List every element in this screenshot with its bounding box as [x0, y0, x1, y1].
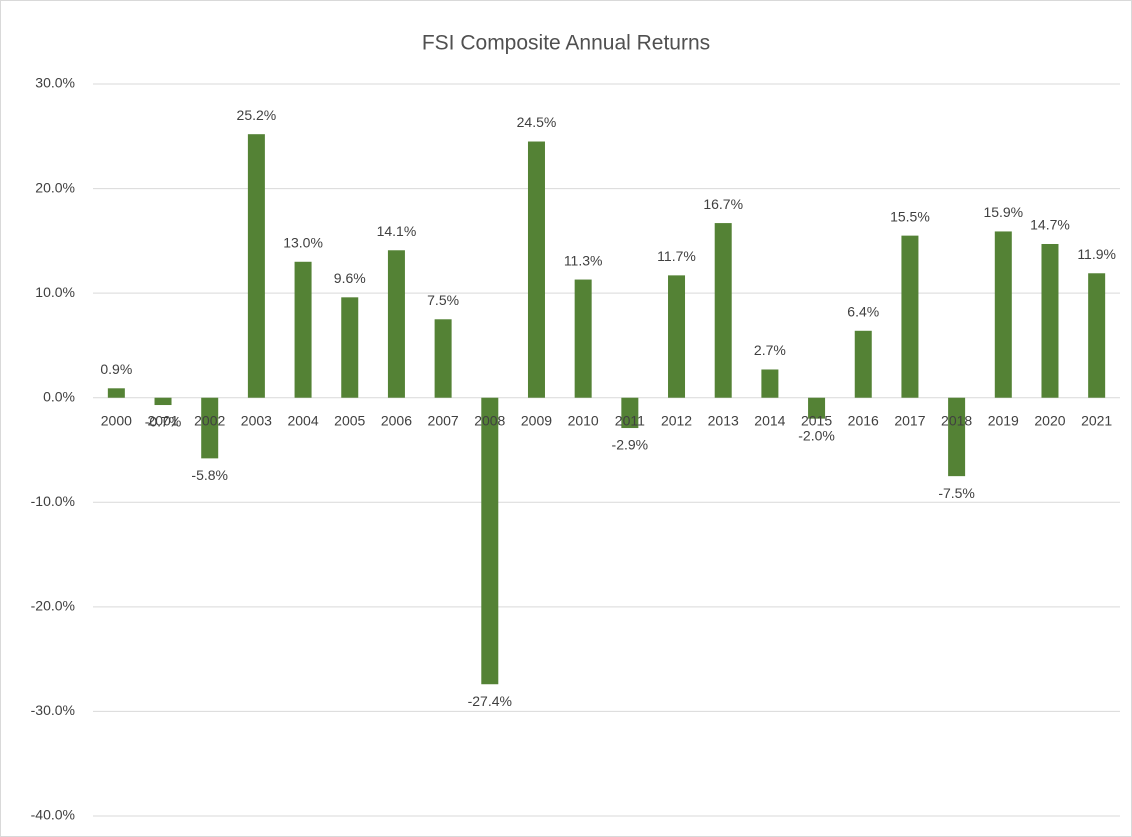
- y-tick-label: -30.0%: [31, 702, 75, 718]
- data-label: 2.7%: [754, 342, 786, 358]
- x-tick-label: 2018: [941, 412, 972, 428]
- data-label: -2.9%: [612, 437, 649, 453]
- bar: [1041, 243, 1059, 398]
- y-tick-label: 30.0%: [35, 75, 75, 91]
- data-label: 11.3%: [564, 252, 603, 268]
- bar: [201, 397, 219, 459]
- x-tick-label: 2002: [194, 412, 225, 428]
- bar: [154, 397, 172, 406]
- bar: [341, 297, 359, 398]
- x-tick-label: 2012: [661, 412, 692, 428]
- x-tick-label: 2017: [894, 412, 925, 428]
- bar: [668, 275, 686, 398]
- bar: [434, 319, 452, 398]
- x-tick-label: 2011: [615, 412, 645, 428]
- x-tick-label: 2013: [708, 412, 739, 428]
- x-tick-label: 2015: [801, 412, 832, 428]
- data-label: 16.7%: [703, 196, 743, 212]
- x-tick-label: 2006: [381, 412, 412, 428]
- x-tick-label: 2016: [848, 412, 879, 428]
- bar: [1088, 273, 1106, 398]
- data-label: 13.0%: [283, 234, 323, 250]
- bar: [574, 279, 592, 398]
- data-label: 0.9%: [100, 361, 132, 377]
- bar: [481, 397, 499, 685]
- x-tick-label: 2009: [521, 412, 552, 428]
- x-tick-label: 2001: [147, 412, 178, 428]
- bar: [808, 397, 826, 419]
- data-label: 14.7%: [1030, 217, 1070, 233]
- y-tick-label: -10.0%: [31, 493, 75, 509]
- x-tick-label: 2019: [988, 412, 1019, 428]
- x-tick-label: 2007: [428, 412, 459, 428]
- data-label: 15.9%: [983, 204, 1023, 220]
- data-label: 25.2%: [237, 107, 277, 123]
- data-label: 24.5%: [517, 114, 557, 130]
- data-label: 7.5%: [427, 292, 459, 308]
- x-tick-label: 2003: [241, 412, 272, 428]
- data-label: 15.5%: [890, 208, 930, 224]
- x-tick-label: 2020: [1034, 412, 1065, 428]
- data-label: -7.5%: [938, 485, 975, 501]
- data-label: 9.6%: [334, 270, 366, 286]
- bar: [527, 141, 545, 398]
- data-label: -27.4%: [468, 693, 512, 709]
- y-tick-label: -40.0%: [31, 807, 75, 823]
- y-tick-label: 10.0%: [35, 284, 75, 300]
- data-label: -5.8%: [191, 467, 228, 483]
- bar: [247, 134, 265, 398]
- bar: [107, 388, 125, 398]
- data-label: 6.4%: [847, 303, 879, 319]
- bar: [294, 261, 312, 398]
- x-tick-label: 2005: [334, 412, 365, 428]
- x-tick-label: 2021: [1081, 412, 1112, 428]
- data-label: 14.1%: [377, 223, 417, 239]
- x-tick-label: 2010: [568, 412, 599, 428]
- x-tick-label: 2000: [101, 412, 132, 428]
- data-label: -2.0%: [798, 427, 835, 443]
- bar: [854, 330, 872, 398]
- y-tick-label: 0.0%: [43, 388, 75, 404]
- bar: [761, 369, 779, 398]
- chart-title: FSI Composite Annual Returns: [422, 32, 710, 55]
- bar: [901, 235, 919, 398]
- bar: [621, 397, 639, 429]
- x-tick-label: 2008: [474, 412, 505, 428]
- data-label: 11.9%: [1077, 246, 1116, 262]
- y-tick-label: -20.0%: [31, 598, 75, 614]
- bar: [387, 250, 405, 398]
- data-label: -0.7%: [145, 414, 182, 430]
- x-tick-label: 2004: [287, 412, 318, 428]
- bar: [994, 231, 1012, 398]
- bar: [948, 397, 966, 477]
- y-tick-label: 20.0%: [35, 179, 75, 195]
- data-label: 11.7%: [657, 248, 696, 264]
- x-tick-label: 2014: [754, 412, 785, 428]
- bar: [714, 223, 732, 398]
